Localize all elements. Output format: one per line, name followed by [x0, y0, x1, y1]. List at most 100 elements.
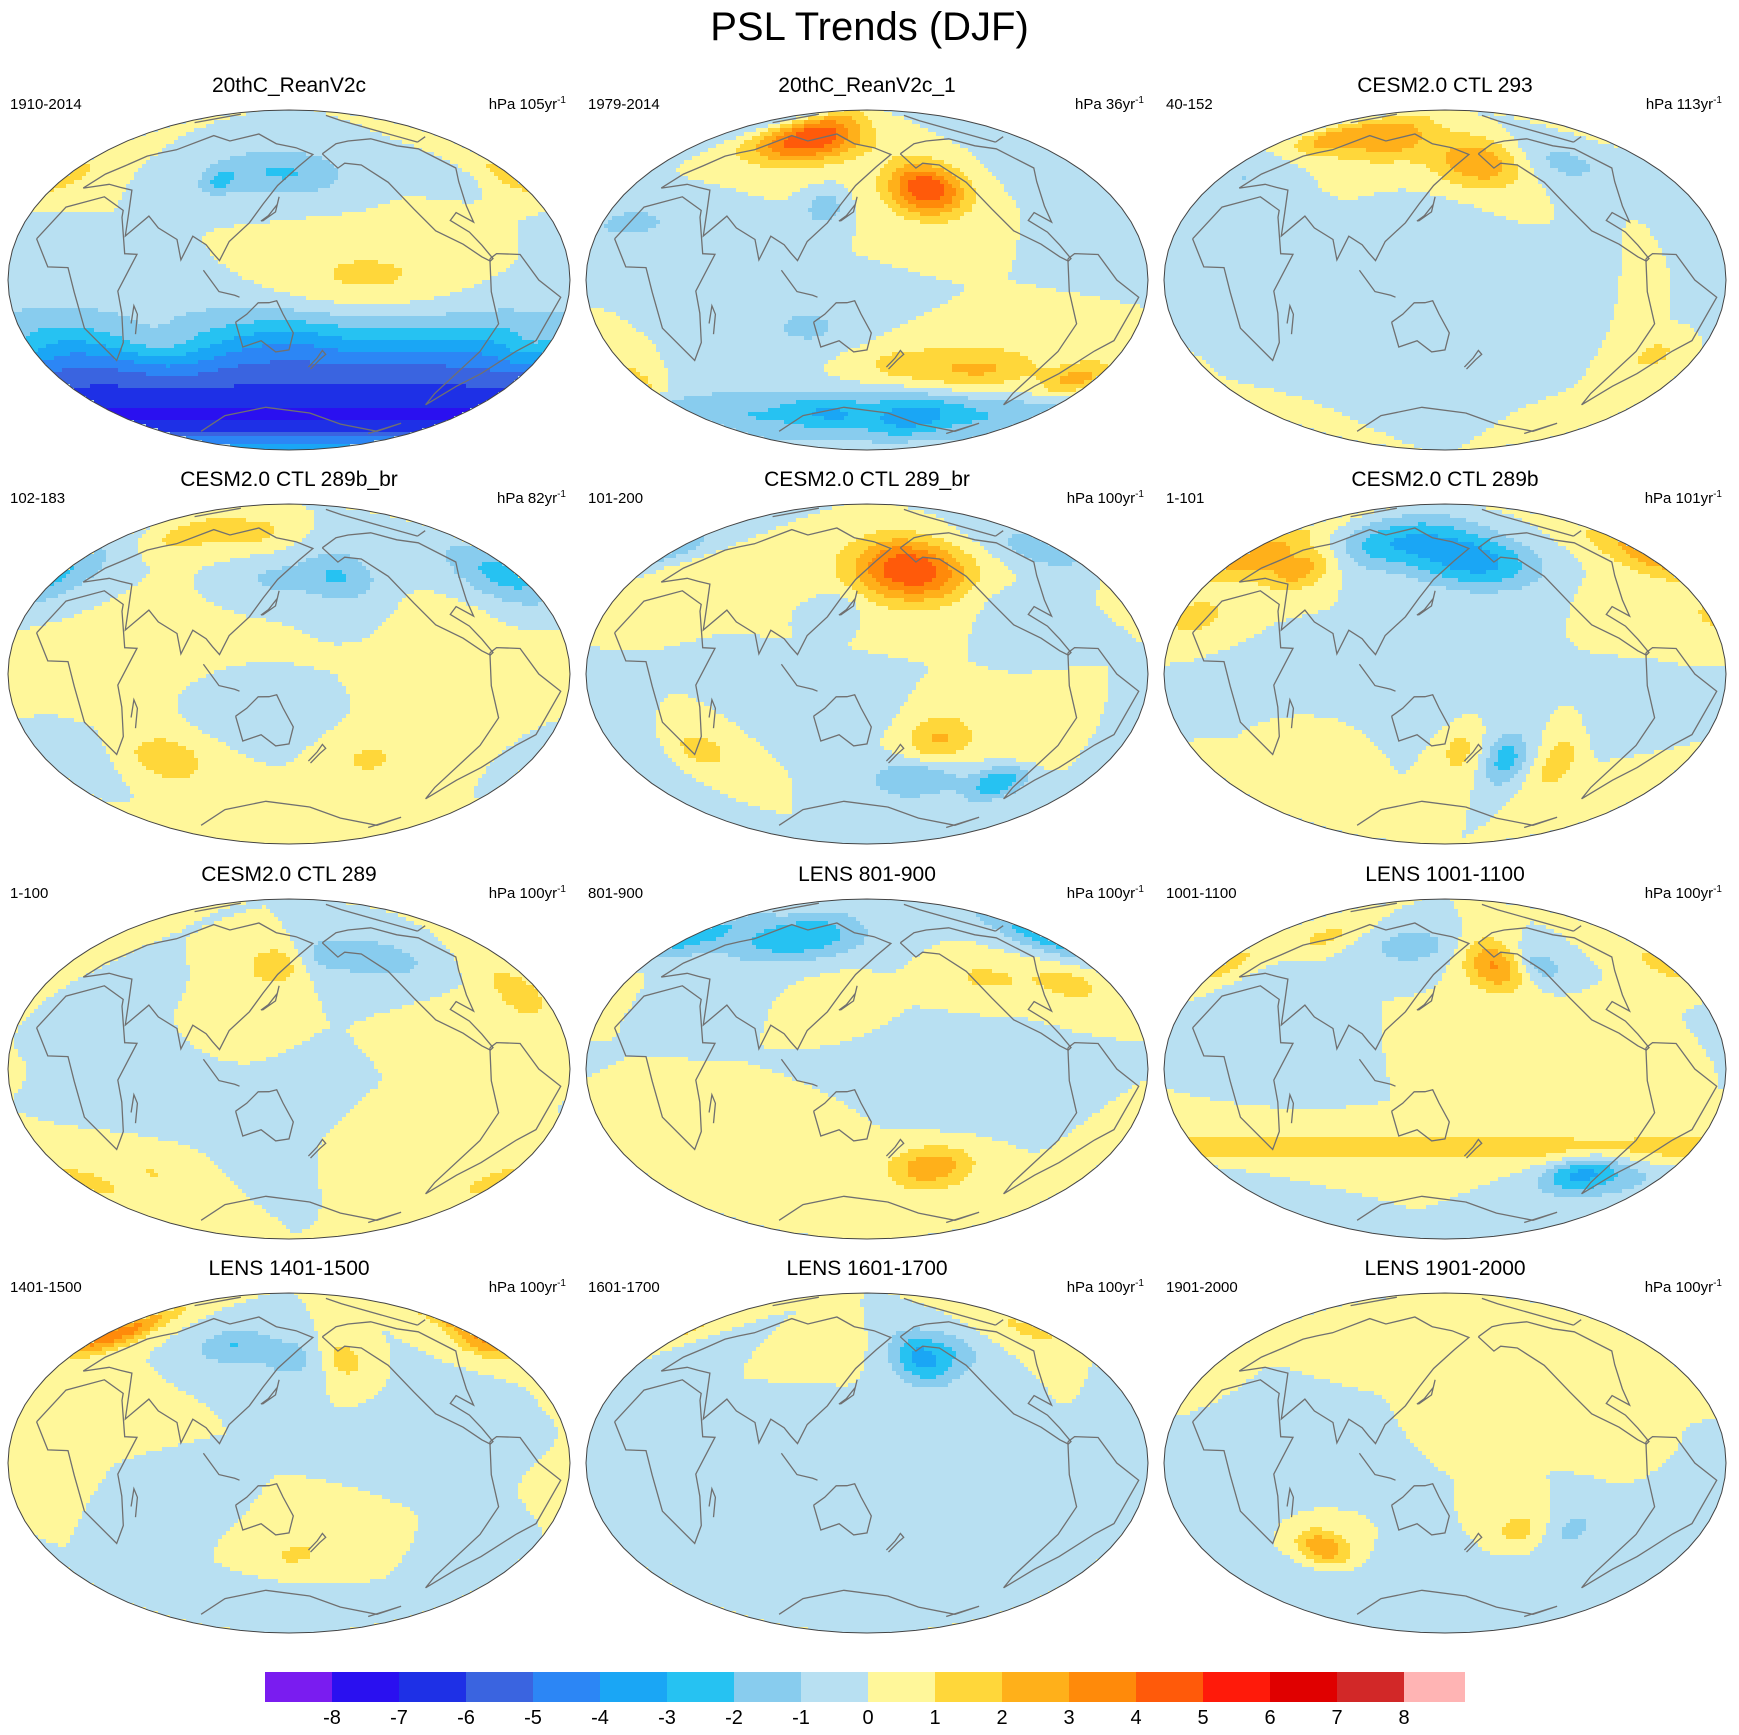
coastline: [1238, 1316, 1471, 1445]
coastline: [812, 694, 872, 747]
map-border: [585, 898, 1149, 1240]
coastline: [1356, 1589, 1558, 1618]
field-contour: [42, 344, 538, 444]
panel-title: 20thC_ReanV2c_1: [778, 74, 956, 97]
colorbar-tick-label: 3: [1063, 1707, 1075, 1729]
coastline: [812, 1089, 872, 1142]
coastline: [778, 1195, 980, 1224]
coastline: [202, 1452, 240, 1481]
coastline: [321, 138, 494, 262]
units-label: hPa 36yr: [1075, 96, 1136, 113]
coastline: [1416, 985, 1436, 1011]
panel-units: hPa 100yr-1: [489, 1275, 566, 1297]
field-contour: [908, 1157, 956, 1181]
field-contour: [656, 913, 1076, 961]
map-panel: 20thC_ReanV2c_1 1979-2014 hPa 36yr-1: [578, 66, 1156, 456]
panel-title: LENS 1901-2000: [1364, 1257, 1526, 1280]
field-contour: [1164, 504, 1726, 844]
colorbar-tick-label: 0: [862, 1707, 874, 1729]
field-contour: [1166, 899, 1726, 1209]
colorbar-tick-label: 7: [1331, 1707, 1343, 1729]
coastline: [1238, 133, 1471, 262]
map-field: [585, 503, 1149, 845]
field-contour: [888, 1327, 976, 1387]
map-border: [1163, 109, 1727, 451]
panel-period: 1-100: [10, 885, 49, 902]
coastline: [234, 300, 294, 353]
coastline: [708, 1092, 717, 1124]
map-field: [7, 109, 571, 451]
coastline: [885, 1138, 905, 1159]
panel-title: LENS 1401-1500: [208, 1257, 370, 1280]
map-field: [1163, 898, 1727, 1240]
map-field: [585, 1292, 1149, 1634]
coastline: [1191, 985, 1295, 1151]
coastline: [1477, 927, 1650, 1051]
field-contour: [106, 408, 470, 420]
coastline: [1003, 646, 1140, 800]
map-border: [585, 503, 1149, 845]
field-contour: [884, 554, 936, 586]
coastline: [202, 269, 240, 298]
field-contour: [680, 530, 980, 762]
colorbar-box: [265, 1672, 332, 1702]
units-exponent: -1: [1135, 489, 1144, 500]
panel-units: hPa 100yr-1: [489, 881, 566, 903]
panel-units: hPa 100yr-1: [1067, 881, 1144, 903]
coastline: [130, 697, 139, 729]
coastline: [1350, 507, 1582, 537]
units-label: hPa 105yr: [488, 96, 558, 113]
field-contour: [26, 168, 554, 356]
coastline: [1477, 138, 1650, 262]
colorbar-tick-label: -6: [457, 1707, 475, 1729]
coastline: [660, 133, 893, 262]
map-field: [1163, 109, 1727, 451]
coastline: [1003, 1435, 1140, 1589]
field-contour: [134, 518, 386, 778]
field-contour: [856, 538, 964, 742]
panel-units: hPa 36yr-1: [1075, 92, 1144, 114]
coastline: [1003, 252, 1140, 406]
colorbar-tick-label: 8: [1398, 1707, 1410, 1729]
units-label: hPa 100yr: [1644, 1279, 1714, 1296]
colorbar-tick-label: -3: [658, 1707, 676, 1729]
map-panel: 20thC_ReanV2c 1910-2014 hPa 105yr-1: [0, 66, 578, 456]
colorbar-box: [600, 1672, 667, 1702]
field-contour: [14, 152, 566, 348]
coastline: [885, 743, 905, 764]
coastline: [425, 646, 562, 800]
panel-period: 1901-2000: [1166, 1279, 1238, 1296]
field-contour: [34, 332, 542, 450]
coastline: [1003, 1041, 1140, 1195]
map-field: [1163, 503, 1727, 845]
units-label: hPa 100yr: [1066, 1279, 1136, 1296]
map-border: [1163, 1292, 1727, 1634]
coastline: [660, 1316, 893, 1445]
field-contour: [14, 899, 566, 1233]
coastline: [778, 1589, 980, 1618]
field-contour: [1554, 1165, 1618, 1189]
colorbar-tick-label: 1: [929, 1707, 941, 1729]
map-border: [7, 898, 571, 1240]
map-panel: LENS 1401-1500 1401-1500 hPa 100yr-1: [0, 1249, 578, 1639]
colorbar-box: [533, 1672, 600, 1702]
coastline: [812, 300, 872, 353]
panel-period: 801-900: [588, 885, 644, 902]
units-exponent: -1: [557, 489, 566, 500]
map-border: [585, 1292, 1149, 1634]
coastline: [838, 196, 858, 222]
coastline: [1416, 590, 1436, 616]
map-panel: LENS 801-900 801-900 hPa 100yr-1: [578, 855, 1156, 1245]
colorbar-box: [734, 1672, 801, 1702]
field-contour: [912, 1347, 936, 1367]
map-panel: LENS 1001-1100 1001-1100 hPa 100yr-1: [1156, 855, 1734, 1245]
panel-period: 101-200: [588, 490, 644, 507]
field-contour: [1226, 542, 1666, 582]
coastline: [1238, 922, 1471, 1051]
coastline: [1358, 663, 1396, 692]
coastline: [708, 303, 717, 335]
units-exponent: -1: [1713, 95, 1722, 106]
units-exponent: -1: [1713, 489, 1722, 500]
coastline: [234, 1483, 294, 1536]
coastline: [660, 922, 893, 1051]
